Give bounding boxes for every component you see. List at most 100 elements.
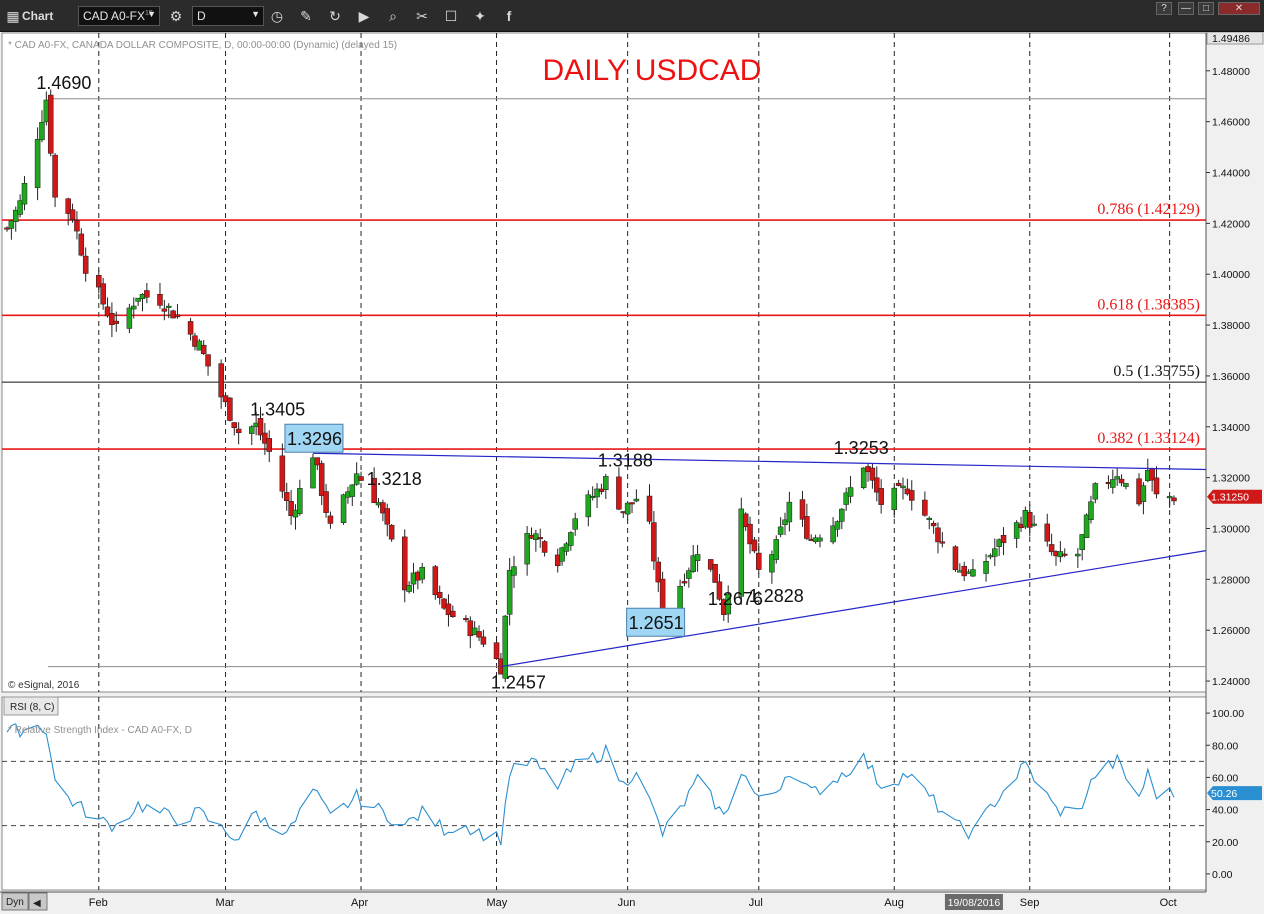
candle-body: [900, 485, 906, 489]
price-annotation: 1.3218: [367, 469, 422, 489]
chart-area[interactable]: 0.786 (1.42129) 0.618 (1.38385) 0.5 (1.357…: [0, 32, 1264, 914]
price-panel-header: * CAD A0-FX, CANADA DOLLAR COMPOSITE, D,…: [8, 40, 397, 51]
price-annotation: 1.4690: [36, 73, 91, 93]
app-label: Chart: [22, 9, 54, 23]
chevron-down-icon[interactable]: ▼: [251, 9, 260, 19]
candle-body: [100, 283, 106, 305]
y-tick-label: 1.38000: [1212, 320, 1250, 332]
candle-body: [930, 522, 937, 527]
link-settings-icon[interactable]: ⚙: [169, 8, 183, 24]
interval-select[interactable]: D ▼: [192, 6, 264, 26]
restore-button[interactable]: □: [1198, 2, 1214, 15]
scroll-left-button[interactable]: [28, 892, 48, 911]
candle-body: [52, 154, 58, 198]
y-tick-label: 1.36000: [1212, 371, 1250, 383]
dynamic-mode-button[interactable]: [1, 892, 29, 911]
candle-body: [1166, 496, 1173, 499]
candle-body: [109, 312, 115, 326]
candle-body: [39, 122, 45, 141]
candle-body: [935, 527, 941, 543]
price-panel[interactable]: [1, 32, 1207, 693]
candle-body: [131, 305, 137, 310]
candle-body: [725, 594, 731, 615]
candle-body: [340, 494, 347, 524]
candle-body: [922, 499, 928, 516]
twitter-icon[interactable]: ✦: [474, 8, 486, 24]
candlestick-series: [4, 89, 1177, 683]
candle-body: [1079, 534, 1085, 550]
candle-body: [1114, 476, 1120, 480]
candle-body: [563, 543, 570, 552]
candle-body: [633, 498, 640, 502]
candle-body: [135, 297, 141, 302]
candle-body: [869, 467, 876, 481]
candle-body: [1088, 501, 1094, 520]
candle-body: [926, 517, 932, 520]
symbol-input[interactable]: CAD A0-FX15 ▼: [78, 6, 160, 26]
candle-body: [624, 502, 631, 515]
cursor-date-label: 19/08/2016: [948, 897, 1001, 909]
candle-body: [874, 477, 880, 493]
minimize-button[interactable]: —: [1178, 2, 1194, 15]
candle-body: [843, 492, 849, 505]
candle-body: [174, 314, 181, 318]
month-label: Mar: [216, 897, 235, 909]
top-price-label: 1.49486: [1212, 33, 1250, 45]
candle-body: [961, 565, 967, 577]
help-button[interactable]: ?: [1156, 2, 1172, 15]
tools-icon[interactable]: ✂: [416, 8, 428, 24]
price-annotation: 1.3253: [834, 438, 889, 458]
candle-body: [1048, 544, 1055, 553]
rsi-line: [6, 723, 1175, 846]
pencil-icon[interactable]: ✎: [300, 8, 312, 24]
arrow-left-icon: ◀: [33, 898, 41, 909]
candle-body: [1044, 523, 1050, 542]
candle-body: [235, 428, 242, 434]
interval-value: D: [197, 9, 206, 23]
price-annotations: 1.4690 1.3405 1.3296 1.3218 1.2457 1.3188 1.26…: [36, 73, 888, 693]
symbol-value: CAD A0-FX: [83, 9, 146, 23]
candle-body: [598, 488, 605, 492]
close-button[interactable]: ✕: [1218, 2, 1260, 15]
price-annotation: 1.3296: [287, 429, 342, 449]
chart-title: DAILY USDCAD: [543, 54, 762, 87]
symbol-suffix: 15: [145, 10, 153, 17]
search-icon[interactable]: ⌕: [389, 8, 397, 24]
comment-icon[interactable]: ☐: [444, 8, 458, 24]
chart-app-icon: ▦: [6, 8, 20, 24]
rsi-panel[interactable]: [1, 696, 1207, 891]
trendlines: [312, 452, 1207, 668]
y-tick-label: 1.26000: [1212, 625, 1250, 637]
candle-body: [616, 476, 622, 510]
candle-body: [279, 455, 286, 492]
candle-body: [401, 536, 408, 591]
refresh-icon[interactable]: ↻: [329, 8, 341, 24]
candle-body: [78, 233, 85, 256]
rsi-tick-label: 80.00: [1212, 740, 1238, 752]
facebook-icon[interactable]: f: [506, 8, 512, 24]
candle-body: [847, 487, 854, 497]
candle-body: [323, 491, 329, 513]
candle-body: [187, 321, 194, 335]
y-tick-label: 1.40000: [1212, 269, 1250, 281]
candle-body: [603, 476, 609, 490]
y-axis-area: [1206, 33, 1264, 892]
candle-body: [694, 554, 701, 561]
clock-icon[interactable]: ◷: [270, 8, 284, 24]
candle-body: [1171, 497, 1177, 502]
candle-body: [786, 501, 793, 523]
candle-body: [895, 482, 902, 486]
play-icon[interactable]: ▶: [358, 8, 370, 24]
candle-body: [559, 547, 565, 562]
candle-body: [1075, 553, 1081, 557]
rsi-tab[interactable]: [3, 696, 59, 716]
month-label: Jun: [618, 897, 636, 909]
candle-body: [939, 541, 946, 544]
rsi-tick-label: 0.00: [1212, 869, 1233, 881]
chevron-down-icon[interactable]: ▼: [147, 9, 156, 19]
candle-body: [502, 615, 509, 679]
candle-body: [266, 438, 272, 452]
candle-body: [541, 541, 548, 553]
candle-body: [144, 290, 150, 298]
